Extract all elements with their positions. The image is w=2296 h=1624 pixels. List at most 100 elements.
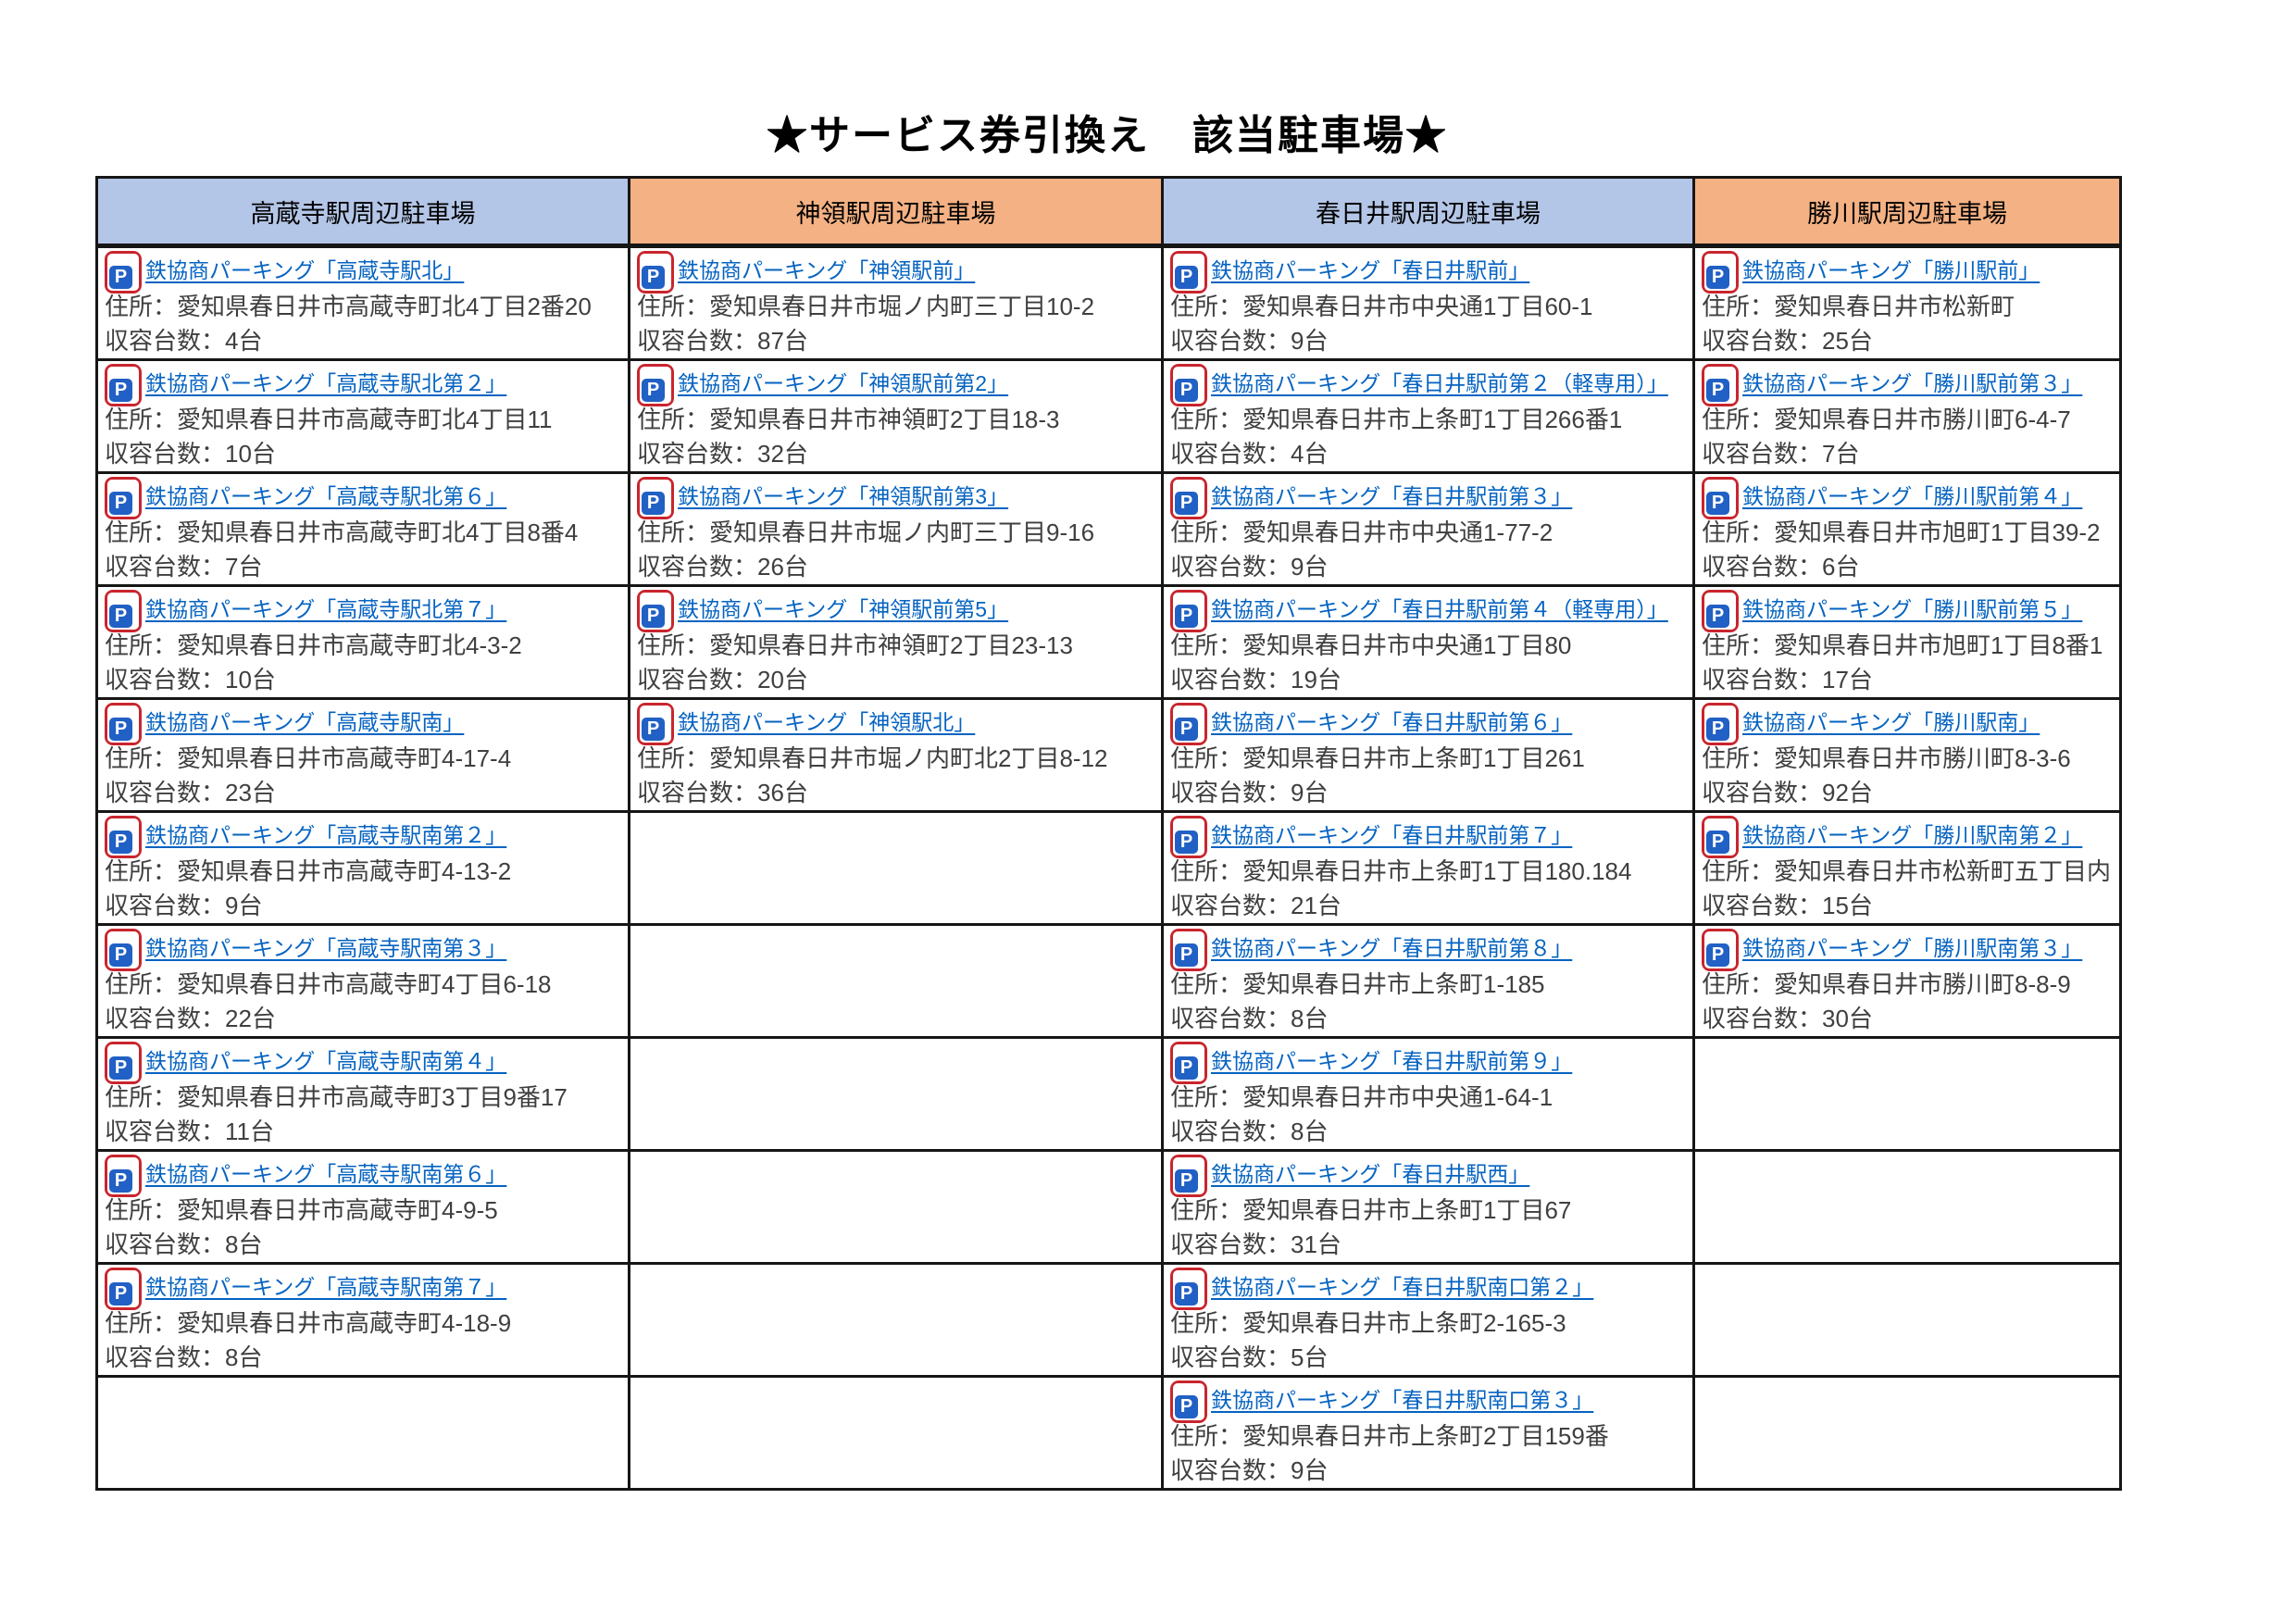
parking-brand-icon[interactable]: P — [105, 928, 142, 971]
parking-name-link-text[interactable]: 鉄協商パーキング「春日井駅前第６」 — [1211, 710, 1573, 734]
parking-name-link-text[interactable]: 鉄協商パーキング「高蔵寺駅北第６」 — [145, 484, 507, 508]
parking-name-link-text[interactable]: 鉄協商パーキング「高蔵寺駅南第３」 — [145, 936, 507, 960]
parking-brand-icon[interactable]: P — [1170, 1154, 1207, 1197]
parking-name-link-text[interactable]: 鉄協商パーキング「春日井駅南口第２」 — [1211, 1275, 1594, 1299]
parking-name-link-text[interactable]: 鉄協商パーキング「春日井駅南口第３」 — [1211, 1388, 1594, 1412]
parking-brand-icon[interactable]: P — [1170, 702, 1207, 745]
parking-name-link-text[interactable]: 鉄協商パーキング「春日井駅前第９」 — [1211, 1049, 1573, 1073]
parking-name-link-text[interactable]: 鉄協商パーキング「勝川駅南」 — [1742, 710, 2040, 734]
parking-brand-icon[interactable]: P — [1170, 250, 1207, 294]
parking-name-link-text[interactable]: 鉄協商パーキング「高蔵寺駅北第２」 — [145, 371, 507, 395]
parking-link[interactable]: P 鉄協商パーキング「春日井駅前第２（軽専用）」 — [1170, 363, 1668, 406]
parking-link[interactable]: P 鉄協商パーキング「勝川駅南第２」 — [1702, 815, 2082, 858]
parking-name-link-text[interactable]: 鉄協商パーキング「春日井駅前第３」 — [1211, 484, 1573, 508]
parking-link[interactable]: P 鉄協商パーキング「高蔵寺駅北第２」 — [105, 363, 506, 406]
parking-brand-icon[interactable]: P — [105, 815, 142, 858]
parking-link[interactable]: P 鉄協商パーキング「勝川駅前第４」 — [1702, 476, 2082, 519]
parking-name-link-text[interactable]: 鉄協商パーキング「高蔵寺駅北」 — [145, 258, 465, 282]
parking-brand-icon[interactable]: P — [105, 250, 142, 294]
parking-name-link-text[interactable]: 鉄協商パーキング「高蔵寺駅北第７」 — [145, 597, 507, 621]
parking-brand-icon[interactable]: P — [637, 250, 674, 294]
parking-brand-icon[interactable]: P — [1702, 928, 1739, 971]
parking-brand-icon[interactable]: P — [1170, 1041, 1207, 1084]
parking-brand-icon[interactable]: P — [1702, 702, 1739, 745]
parking-link[interactable]: P 鉄協商パーキング「勝川駅前」 — [1702, 250, 2040, 294]
parking-name-link-text[interactable]: 鉄協商パーキング「春日井駅前第４（軽専用）」 — [1211, 597, 1668, 621]
parking-name-link-text[interactable]: 鉄協商パーキング「神領駅前第5」 — [678, 597, 1009, 621]
parking-brand-icon[interactable]: P — [1702, 363, 1739, 406]
parking-link[interactable]: P 鉄協商パーキング「神領駅前第5」 — [637, 589, 1008, 632]
parking-name-link-text[interactable]: 鉄協商パーキング「勝川駅南第２」 — [1742, 823, 2083, 847]
parking-brand-icon[interactable]: P — [637, 363, 674, 406]
parking-link[interactable]: P 鉄協商パーキング「春日井駅南口第３」 — [1170, 1380, 1593, 1423]
parking-link[interactable]: P 鉄協商パーキング「勝川駅前第３」 — [1702, 363, 2082, 406]
parking-name-link-text[interactable]: 鉄協商パーキング「勝川駅前」 — [1742, 258, 2040, 282]
parking-brand-icon[interactable]: P — [1170, 1267, 1207, 1310]
parking-name-link-text[interactable]: 鉄協商パーキング「神領駅前第3」 — [678, 484, 1009, 508]
parking-link[interactable]: P 鉄協商パーキング「高蔵寺駅南」 — [105, 702, 464, 745]
parking-link[interactable]: P 鉄協商パーキング「勝川駅南第３」 — [1702, 928, 2082, 971]
parking-brand-icon[interactable]: P — [1170, 1380, 1207, 1423]
parking-brand-icon[interactable]: P — [1170, 815, 1207, 858]
parking-brand-icon[interactable]: P — [1702, 815, 1739, 858]
parking-name-link-text[interactable]: 鉄協商パーキング「勝川駅前第５」 — [1742, 597, 2083, 621]
parking-name-link-text[interactable]: 鉄協商パーキング「春日井駅前第８」 — [1211, 936, 1573, 960]
parking-link[interactable]: P 鉄協商パーキング「神領駅北」 — [637, 702, 975, 745]
parking-link[interactable]: P 鉄協商パーキング「春日井駅前第７」 — [1170, 815, 1572, 858]
parking-link[interactable]: P 鉄協商パーキング「神領駅前第3」 — [637, 476, 1008, 519]
parking-brand-icon[interactable]: P — [105, 1154, 142, 1197]
parking-link[interactable]: P 鉄協商パーキング「勝川駅前第５」 — [1702, 589, 2082, 632]
parking-brand-icon[interactable]: P — [1702, 250, 1739, 294]
parking-link[interactable]: P 鉄協商パーキング「春日井駅前第８」 — [1170, 928, 1572, 971]
parking-brand-icon[interactable]: P — [105, 476, 142, 519]
parking-brand-icon[interactable]: P — [105, 363, 142, 406]
parking-link[interactable]: P 鉄協商パーキング「春日井駅前第９」 — [1170, 1041, 1572, 1084]
parking-brand-icon[interactable]: P — [1702, 476, 1739, 519]
parking-brand-icon[interactable]: P — [637, 589, 674, 632]
parking-link[interactable]: P 鉄協商パーキング「高蔵寺駅南第４」 — [105, 1041, 506, 1084]
parking-brand-icon[interactable]: P — [105, 589, 142, 632]
parking-link[interactable]: P 鉄協商パーキング「神領駅前第2」 — [637, 363, 1008, 406]
parking-link[interactable]: P 鉄協商パーキング「春日井駅西」 — [1170, 1154, 1529, 1197]
parking-link[interactable]: P 鉄協商パーキング「高蔵寺駅南第２」 — [105, 815, 506, 858]
parking-name-link-text[interactable]: 鉄協商パーキング「勝川駅前第４」 — [1742, 484, 2083, 508]
parking-brand-icon[interactable]: P — [105, 1267, 142, 1310]
parking-link[interactable]: P 鉄協商パーキング「春日井駅前第６」 — [1170, 702, 1572, 745]
parking-name-link-text[interactable]: 鉄協商パーキング「勝川駅南第３」 — [1742, 936, 2083, 960]
parking-name-link-text[interactable]: 鉄協商パーキング「高蔵寺駅南第４」 — [145, 1049, 507, 1073]
parking-brand-icon[interactable]: P — [1170, 476, 1207, 519]
parking-link[interactable]: P 鉄協商パーキング「高蔵寺駅南第６」 — [105, 1154, 506, 1197]
parking-brand-icon[interactable]: P — [637, 702, 674, 745]
parking-link[interactable]: P 鉄協商パーキング「春日井駅前第４（軽専用）」 — [1170, 589, 1668, 632]
parking-name-link-text[interactable]: 鉄協商パーキング「高蔵寺駅南」 — [145, 710, 465, 734]
parking-link[interactable]: P 鉄協商パーキング「勝川駅南」 — [1702, 702, 2040, 745]
parking-name-link-text[interactable]: 鉄協商パーキング「神領駅前」 — [678, 258, 976, 282]
parking-name-link-text[interactable]: 鉄協商パーキング「神領駅前第2」 — [678, 371, 1009, 395]
parking-brand-icon[interactable]: P — [1702, 589, 1739, 632]
parking-name-link-text[interactable]: 鉄協商パーキング「春日井駅前」 — [1211, 258, 1530, 282]
parking-brand-icon[interactable]: P — [1170, 928, 1207, 971]
parking-name-link-text[interactable]: 鉄協商パーキング「春日井駅西」 — [1211, 1162, 1530, 1186]
parking-name-link-text[interactable]: 鉄協商パーキング「高蔵寺駅南第６」 — [145, 1162, 507, 1186]
parking-brand-icon[interactable]: P — [105, 1041, 142, 1084]
parking-name-link-text[interactable]: 鉄協商パーキング「高蔵寺駅南第２」 — [145, 823, 507, 847]
parking-brand-icon[interactable]: P — [637, 476, 674, 519]
parking-name-link-text[interactable]: 鉄協商パーキング「春日井駅前第２（軽専用）」 — [1211, 371, 1668, 395]
parking-name-link-text[interactable]: 鉄協商パーキング「春日井駅前第７」 — [1211, 823, 1573, 847]
parking-name-link-text[interactable]: 鉄協商パーキング「神領駅北」 — [678, 710, 976, 734]
parking-brand-icon[interactable]: P — [1170, 363, 1207, 406]
parking-name-link-text[interactable]: 鉄協商パーキング「勝川駅前第３」 — [1742, 371, 2083, 395]
parking-link[interactable]: P 鉄協商パーキング「高蔵寺駅北第６」 — [105, 476, 506, 519]
parking-link[interactable]: P 鉄協商パーキング「春日井駅前第３」 — [1170, 476, 1572, 519]
parking-name-link-text[interactable]: 鉄協商パーキング「高蔵寺駅南第７」 — [145, 1275, 507, 1299]
parking-brand-icon[interactable]: P — [1170, 589, 1207, 632]
parking-brand-icon[interactable]: P — [105, 702, 142, 745]
parking-link[interactable]: P 鉄協商パーキング「高蔵寺駅北」 — [105, 250, 464, 294]
parking-link[interactable]: P 鉄協商パーキング「神領駅前」 — [637, 250, 975, 294]
parking-link[interactable]: P 鉄協商パーキング「春日井駅南口第２」 — [1170, 1267, 1593, 1310]
parking-link[interactable]: P 鉄協商パーキング「高蔵寺駅南第７」 — [105, 1267, 506, 1310]
parking-link[interactable]: P 鉄協商パーキング「高蔵寺駅南第３」 — [105, 928, 506, 971]
parking-cell: P 鉄協商パーキング「勝川駅南第３」 住所：愛知県春日井市勝川町8-8-9 収容台数：… — [1692, 923, 2122, 1039]
parking-link[interactable]: P 鉄協商パーキング「高蔵寺駅北第７」 — [105, 589, 506, 632]
parking-link[interactable]: P 鉄協商パーキング「春日井駅前」 — [1170, 250, 1529, 294]
